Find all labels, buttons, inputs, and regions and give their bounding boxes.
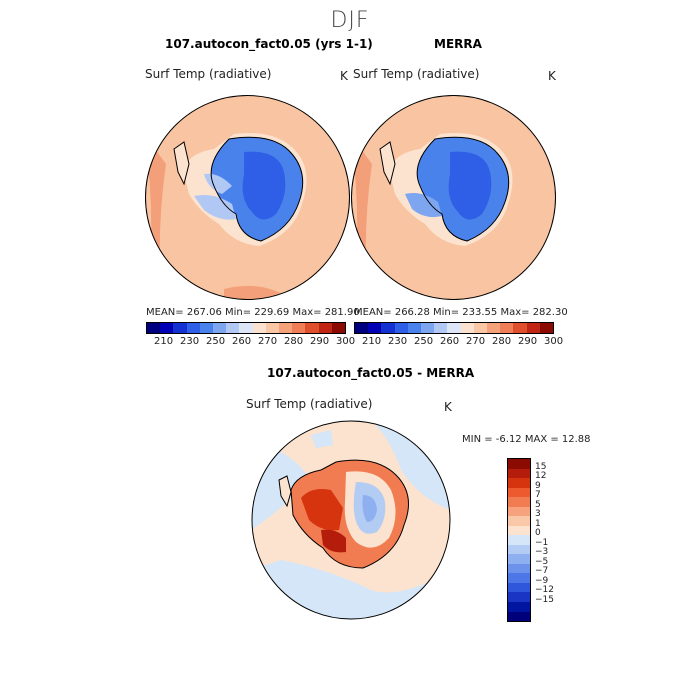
colorbar-swatch [447, 323, 461, 333]
colorbar-swatch [526, 323, 540, 333]
colorbar-difference-label: −1 [535, 537, 549, 548]
colorbar-tick-label: 250 [414, 336, 434, 347]
panel1-title: 107.autocon_fact0.05 (yrs 1-1) [165, 37, 373, 51]
colorbar-swatch [239, 323, 253, 333]
colorbar-swatch [213, 323, 227, 333]
colorbar-swatch [292, 323, 306, 333]
colorbar-difference-label: 1 [535, 518, 541, 529]
colorbar-tick-label: 270 [466, 336, 486, 347]
colorbar-tick-label: 290 [310, 336, 330, 347]
colorbar-tick-label: 270 [258, 336, 278, 347]
colorbar-swatch [160, 323, 174, 333]
colorbar-difference-label: 3 [535, 509, 541, 520]
panel2-unit: K [548, 69, 556, 83]
diff-panel-variable: Surf Temp (radiative) [246, 397, 373, 411]
colorbar-tick-label: 280 [284, 336, 304, 347]
colorbar-swatch [508, 573, 530, 583]
colorbar-tick-label: 260 [232, 336, 252, 347]
colorbar-swatch [508, 544, 530, 555]
colorbar-swatch [508, 554, 530, 564]
colorbar-difference-label: −9 [535, 575, 549, 586]
colorbar-swatch [508, 516, 530, 526]
colorbar-swatch [508, 459, 530, 469]
colorbar-difference-label: 0 [535, 528, 541, 539]
panel1-stats: MEAN= 267.06 Min= 229.69 Max= 281.90 [146, 307, 360, 318]
map-merra-surf-temp [351, 95, 556, 300]
colorbar-swatch [407, 323, 422, 333]
panel1-unit: K [340, 69, 348, 83]
colorbar-swatch [318, 323, 332, 333]
colorbar-swatch [252, 323, 266, 333]
colorbar-swatch [508, 611, 530, 622]
colorbar-swatch [487, 323, 501, 333]
colorbar-tick-label: 280 [492, 336, 512, 347]
colorbar-swatch [460, 323, 474, 333]
colorbar-swatch [265, 323, 280, 333]
map-model-surf-temp [145, 95, 350, 300]
colorbar-swatch [508, 478, 530, 488]
colorbar-swatch [508, 487, 530, 498]
panel2-stats: MEAN= 266.28 Min= 233.55 Max= 282.30 [354, 307, 568, 318]
colorbar-merra [354, 322, 554, 334]
colorbar-tick-label: 300 [544, 336, 564, 347]
colorbar-swatch [473, 323, 488, 333]
panel2-variable: Surf Temp (radiative) [353, 67, 480, 81]
colorbar-swatch [355, 323, 369, 333]
colorbar-difference-label: 15 [535, 461, 547, 472]
colorbar-swatch [508, 535, 530, 545]
colorbar-tick-label: 230 [388, 336, 408, 347]
colorbar-swatch [513, 323, 527, 333]
diff-panel-unit: K [444, 400, 452, 414]
colorbar-swatch [508, 497, 530, 507]
colorbar-swatch [508, 601, 530, 612]
panel1-variable: Surf Temp (radiative) [145, 67, 272, 81]
colorbar-swatch [508, 582, 530, 593]
colorbar-difference-label: 9 [535, 480, 541, 491]
colorbar-swatch [331, 323, 346, 333]
colorbar-difference-label: −5 [535, 556, 549, 567]
colorbar-difference-label: −15 [535, 594, 554, 605]
colorbar-swatch [508, 525, 530, 536]
colorbar-swatch [508, 563, 530, 574]
colorbar-tick-label: 230 [180, 336, 200, 347]
colorbar-difference [507, 458, 531, 622]
colorbar-tick-label: 210 [154, 336, 174, 347]
colorbar-swatch [147, 323, 161, 333]
colorbar-swatch [199, 323, 214, 333]
colorbar-swatch [539, 323, 554, 333]
colorbar-swatch [508, 592, 530, 602]
colorbar-swatch [500, 323, 514, 333]
colorbar-difference-labels: 15 12 9 7 5 3 1 0 −1 −3 −5 −7 −9 −12 −15 [535, 458, 575, 622]
diff-panel-title: 107.autocon_fact0.05 - MERRA [267, 366, 475, 380]
colorbar-difference-label: −7 [535, 566, 549, 577]
colorbar-difference-label: −3 [535, 547, 549, 558]
colorbar-tick-label: 260 [440, 336, 460, 347]
colorbar-tick-label: 210 [362, 336, 382, 347]
colorbar-tick-label: 290 [518, 336, 538, 347]
colorbar-swatch [434, 323, 448, 333]
colorbar-swatch [226, 323, 240, 333]
colorbar-swatch [186, 323, 200, 333]
season-title: DJF [330, 8, 370, 33]
colorbar-difference-label: 5 [535, 499, 541, 510]
colorbar-swatch [305, 323, 319, 333]
colorbar-swatch [279, 323, 293, 333]
colorbar-difference-label: −12 [535, 585, 554, 596]
colorbar-swatch [173, 323, 187, 333]
colorbar-swatch [508, 506, 530, 517]
colorbar-swatch [368, 323, 382, 333]
colorbar-swatch [421, 323, 435, 333]
diff-minmax: MIN = -6.12 MAX = 12.88 [462, 434, 591, 445]
map-difference-surf-temp [251, 420, 451, 620]
colorbar-difference-label: 12 [535, 471, 547, 482]
panel2-title: MERRA [434, 37, 482, 51]
colorbar-tick-label: 300 [336, 336, 356, 347]
colorbar-swatch [508, 468, 530, 479]
colorbar-tick-label: 250 [206, 336, 226, 347]
colorbar-model [146, 322, 346, 334]
colorbar-swatch [394, 323, 408, 333]
colorbar-difference-label: 7 [535, 490, 541, 501]
colorbar-swatch [381, 323, 395, 333]
